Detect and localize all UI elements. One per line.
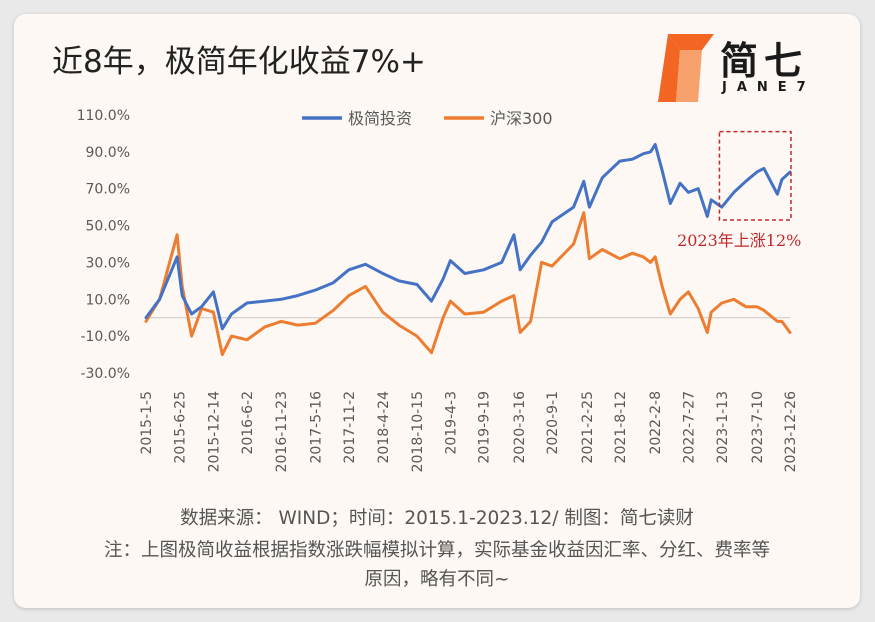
logo-text: 简七 (720, 39, 809, 83)
source-text: 数据来源： WIND；时间：2015.1-2023.12/ 制图：简七读财 (180, 508, 694, 529)
y-tick-label: 10.0% (86, 292, 130, 308)
annotation-box (718, 130, 792, 221)
note-text-line1: 注：上图极简收益根据指数涨跌幅模拟计算，实际基金收益因汇率、分红、费率等 (103, 540, 770, 561)
y-tick-label: -30.0% (80, 366, 130, 382)
x-tick-label: 2017-11-2 (342, 391, 358, 463)
x-tick-label: 2021-2-25 (580, 391, 596, 463)
y-tick-label: 50.0% (86, 219, 130, 235)
x-axis: 2015-1-5 2015-6-25 2015-12-14 2016-6-2 2016-… (139, 391, 799, 472)
x-tick-label: 2018-4-24 (376, 391, 392, 464)
y-tick-label: 30.0% (86, 255, 130, 271)
logo-subtext: JANE7 (722, 80, 816, 95)
line-chart: 110.0% 90.0% 70.0% 50.0% 30.0% 10.0% -10.0% -30… (77, 108, 802, 472)
y-tick-label: 90.0% (86, 145, 130, 161)
x-tick-label: 2022-2-8 (648, 391, 664, 455)
x-tick-label: 2020-9-1 (545, 391, 561, 455)
page-title: 近8年，极简年化收益7%+ (52, 44, 426, 80)
x-tick-label: 2015-12-14 (206, 391, 222, 472)
x-tick-label: 2018-10-15 (410, 391, 426, 472)
x-tick-label: 2023-12-26 (783, 391, 799, 472)
x-tick-label: 2019-4-3 (443, 391, 459, 455)
annotation-label: 2023年上涨12% (677, 231, 801, 250)
note-text-line2: 原因，略有不同~ (364, 569, 510, 590)
x-tick-label: 2021-8-12 (613, 391, 629, 463)
x-tick-label: 2016-6-2 (240, 391, 256, 455)
legend-label: 极简投资 (348, 109, 412, 128)
annotation: 2023年上涨12% (677, 130, 801, 250)
series-line-jijian (144, 143, 792, 331)
y-tick-label: -10.0% (80, 329, 130, 345)
x-tick-label: 2020-3-16 (512, 391, 528, 464)
x-tick-label: 2023-7-10 (750, 391, 766, 463)
x-tick-label: 2015-6-25 (173, 391, 189, 463)
y-axis: 110.0% 90.0% 70.0% 50.0% 30.0% 10.0% -10.0% -30… (77, 108, 130, 382)
legend: 极简投资 沪深300 (302, 109, 553, 128)
series-group (144, 143, 792, 357)
legend-label: 沪深300 (490, 109, 553, 128)
brand-logo: 简七 JANE7 (654, 28, 844, 108)
y-tick-label: 110.0% (77, 108, 130, 124)
x-tick-label: 2023-1-13 (715, 391, 731, 463)
y-tick-label: 70.0% (86, 182, 130, 198)
x-tick-label: 2017-5-16 (308, 391, 324, 464)
x-tick-label: 2022-7-27 (681, 391, 697, 463)
x-tick-label: 2015-1-5 (139, 391, 155, 455)
logo-mark-icon (658, 34, 714, 102)
x-tick-label: 2019-9-19 (477, 391, 493, 463)
chart-card: 近8年，极简年化收益7%+ 简七 JANE7 110.0% 90.0% 70.0% 5… (14, 14, 860, 608)
x-tick-label: 2016-11-23 (274, 391, 290, 472)
series-line-hs300 (144, 211, 792, 357)
